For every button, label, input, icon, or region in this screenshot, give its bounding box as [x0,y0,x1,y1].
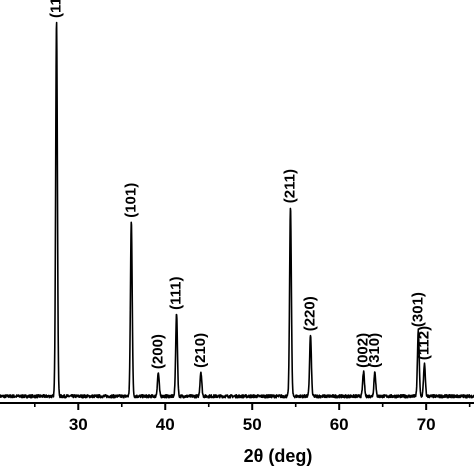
peak-label: (211) [281,169,298,203]
peak-label: (301) [409,292,426,327]
plot-area [0,21,474,399]
peak-label: (310) [366,333,383,368]
peak-label: (111) [168,277,185,310]
x-tick-label: 50 [243,415,262,434]
series-line [0,21,474,399]
x-tick-label: 70 [417,415,436,434]
peak-label: (210) [192,333,209,368]
peak-label: (110) [47,0,64,18]
peak-label: (112) [415,326,432,360]
x-tick-label: 30 [69,415,88,434]
axes: 30 40 50 60 70 [0,402,474,434]
peak-label: (200) [149,334,166,369]
x-axis-title: 2θ (deg) [244,446,313,466]
peak-label: (220) [301,296,318,331]
x-tick-label: 60 [330,415,349,434]
x-tick-label: 40 [156,415,175,434]
peak-labels: (110) (101) (200) (111) (210) (211) (220) (002)… [47,0,432,369]
peak-label: (002) [354,333,371,368]
peak-label: (101) [122,183,139,218]
